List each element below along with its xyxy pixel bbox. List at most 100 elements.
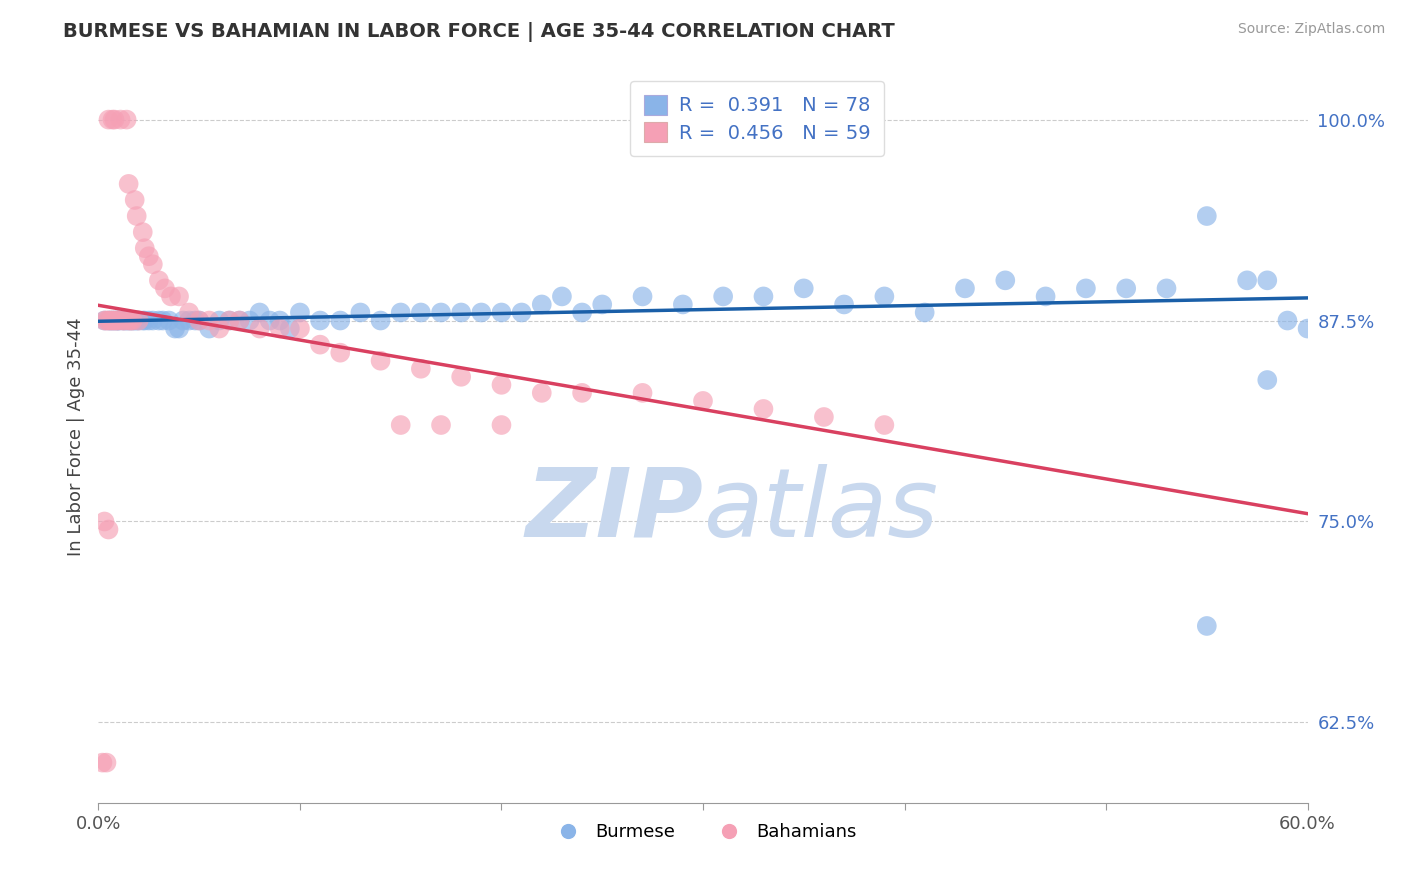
Burmese (832, 297, 855, 311)
Bahamians (309, 337, 332, 351)
Burmese (101, 313, 124, 327)
Bahamians (103, 313, 125, 327)
Bahamians (631, 385, 654, 400)
Bahamians (124, 193, 146, 207)
Burmese (125, 313, 148, 327)
Burmese (571, 305, 593, 319)
Burmese (672, 297, 695, 311)
Burmese (269, 313, 291, 327)
Burmese (793, 281, 815, 295)
Text: Source: ZipAtlas.com: Source: ZipAtlas.com (1237, 22, 1385, 37)
Bahamians (160, 289, 183, 303)
Burmese (349, 305, 371, 319)
Burmese (179, 313, 201, 327)
Burmese (288, 305, 311, 319)
Burmese (239, 313, 262, 327)
Bahamians (167, 289, 190, 303)
Bahamians (111, 313, 134, 327)
Bahamians (138, 249, 160, 263)
Burmese (208, 313, 231, 327)
Bahamians (813, 409, 835, 424)
Burmese (994, 273, 1017, 287)
Bahamians (120, 313, 142, 327)
Bahamians (491, 377, 513, 392)
Text: atlas: atlas (703, 464, 938, 557)
Burmese (711, 289, 734, 303)
Burmese (1256, 273, 1278, 287)
Bahamians (97, 523, 120, 537)
Burmese (115, 313, 138, 327)
Burmese (138, 313, 160, 327)
Burmese (163, 321, 186, 335)
Burmese (172, 313, 194, 327)
Burmese (450, 305, 472, 319)
Burmese (510, 305, 533, 319)
Bahamians (198, 313, 221, 327)
Text: ZIP: ZIP (524, 464, 703, 557)
Bahamians (228, 313, 250, 327)
Bahamians (752, 401, 775, 416)
Bahamians (132, 225, 155, 239)
Bahamians (105, 313, 128, 327)
Bahamians (125, 209, 148, 223)
Burmese (152, 313, 174, 327)
Burmese (873, 289, 896, 303)
Bahamians (269, 321, 291, 335)
Burmese (157, 313, 180, 327)
Burmese (1035, 289, 1057, 303)
Bahamians (100, 313, 122, 327)
Burmese (591, 297, 613, 311)
Burmese (228, 313, 250, 327)
Burmese (184, 313, 207, 327)
Bahamians (142, 257, 165, 271)
Bahamians (329, 345, 352, 359)
Bahamians (389, 417, 412, 432)
Bahamians (114, 313, 136, 327)
Bahamians (115, 112, 138, 127)
Burmese (1156, 281, 1178, 295)
Bahamians (692, 393, 714, 408)
Burmese (218, 313, 240, 327)
Bahamians (121, 313, 143, 327)
Burmese (1256, 373, 1278, 387)
Burmese (132, 313, 155, 327)
Burmese (148, 313, 170, 327)
Burmese (1236, 273, 1258, 287)
Burmese (249, 305, 271, 319)
Bahamians (153, 281, 176, 295)
Bahamians (249, 321, 271, 335)
Burmese (389, 305, 412, 319)
Bahamians (148, 273, 170, 287)
Bahamians (107, 313, 129, 327)
Burmese (107, 313, 129, 327)
Bahamians (134, 241, 156, 255)
Burmese (124, 313, 146, 327)
Burmese (1277, 313, 1299, 327)
Bahamians (288, 321, 311, 335)
Burmese (631, 289, 654, 303)
Y-axis label: In Labor Force | Age 35-44: In Labor Force | Age 35-44 (66, 318, 84, 557)
Burmese (105, 313, 128, 327)
Bahamians (188, 313, 211, 327)
Burmese (97, 313, 120, 327)
Burmese (121, 313, 143, 327)
Bahamians (101, 112, 124, 127)
Burmese (134, 313, 156, 327)
Burmese (1074, 281, 1097, 295)
Burmese (259, 313, 281, 327)
Bahamians (128, 313, 150, 327)
Burmese (93, 313, 115, 327)
Bahamians (873, 417, 896, 432)
Bahamians (218, 313, 240, 327)
Burmese (198, 321, 221, 335)
Bahamians (409, 361, 432, 376)
Bahamians (450, 369, 472, 384)
Burmese (309, 313, 332, 327)
Burmese (114, 313, 136, 327)
Burmese (111, 313, 134, 327)
Burmese (278, 321, 301, 335)
Bahamians (96, 313, 118, 327)
Burmese (1195, 619, 1218, 633)
Bahamians (179, 305, 201, 319)
Burmese (118, 313, 141, 327)
